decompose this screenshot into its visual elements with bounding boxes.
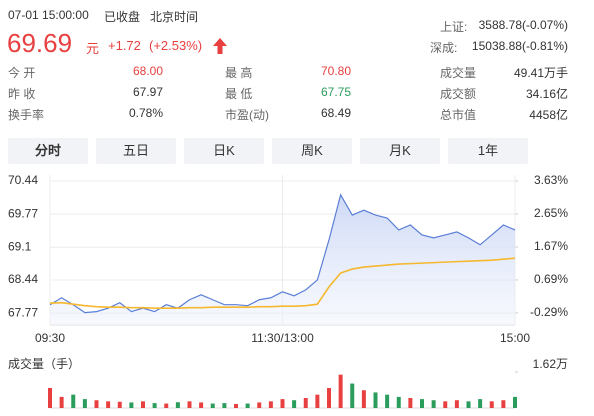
volume-bar <box>257 402 262 408</box>
x-tick-label: 09:30 <box>35 331 65 345</box>
tab[interactable]: 五日 <box>96 138 176 164</box>
volume-bar <box>117 401 122 408</box>
volume-bar <box>199 402 204 408</box>
tab[interactable]: 月K <box>360 138 440 164</box>
volume-bar <box>350 383 355 408</box>
y-tick-label: 67.77 <box>8 305 38 319</box>
volume-bar <box>129 402 134 408</box>
volume-label: 成交量（手） <box>8 356 80 371</box>
stat-value: 70.80 <box>320 64 351 78</box>
y-tick-label: 69.1 <box>8 239 32 253</box>
y-tick-label: 68.44 <box>8 272 38 286</box>
volume-max-label: 1.62万 <box>533 357 568 371</box>
volume-bar <box>454 400 459 408</box>
volume-bar <box>164 403 169 408</box>
stat-label: 最 高 <box>225 66 253 80</box>
change-pct: (+2.53%) <box>149 38 203 53</box>
volume-bar <box>408 398 413 408</box>
volume-bar <box>175 402 180 408</box>
volume-bar <box>431 400 436 408</box>
volume-bar <box>361 390 366 408</box>
volume-bar <box>420 399 424 408</box>
y2-tick-label: -0.29% <box>530 305 568 319</box>
stat-label: 换手率 <box>8 108 45 122</box>
stat-value: 67.75 <box>320 85 351 99</box>
volume-bar <box>327 388 331 408</box>
stat-label: 成交量 <box>440 66 477 80</box>
volume-bar <box>141 401 145 408</box>
y2-tick-label: 1.67% <box>534 239 568 253</box>
status: 已收盘 <box>104 10 141 24</box>
stat-value: 68.00 <box>132 64 163 78</box>
volume-bar <box>443 401 448 408</box>
volume-bar <box>385 394 390 408</box>
change: +1.72 <box>108 38 141 53</box>
timezone: 北京时间 <box>150 10 199 24</box>
price: 69.69 <box>7 28 73 58</box>
tab[interactable]: 分时 <box>8 138 88 164</box>
volume-bar <box>234 404 238 408</box>
tab[interactable]: 周K <box>272 138 352 164</box>
stat-value: 34.16亿 <box>525 87 568 101</box>
stat-value: 68.49 <box>320 106 351 120</box>
price-area <box>50 194 515 325</box>
volume-bar <box>71 394 76 408</box>
up-arrow <box>213 38 227 54</box>
volume-bar <box>222 403 227 408</box>
volume-bar <box>292 400 297 408</box>
volume-bar <box>373 392 378 408</box>
volume-bar <box>396 396 401 408</box>
average-line <box>49 257 516 309</box>
price-line <box>49 193 516 314</box>
stat-label: 最 低 <box>225 87 253 101</box>
tab[interactable]: 1年 <box>448 138 528 164</box>
volume-bar <box>48 388 52 408</box>
stat-label: 总市值 <box>440 108 477 122</box>
y2-tick-label: 2.65% <box>534 206 568 220</box>
y-tick-label: 69.77 <box>8 206 38 220</box>
price-unit: 元 <box>86 41 100 56</box>
y2-tick-label: 0.69% <box>534 272 568 286</box>
volume-bar <box>513 396 517 408</box>
volume-bar <box>187 401 192 408</box>
x-tick-label: 15:00 <box>500 331 530 345</box>
index-value: 3588.78(-0.07%) <box>478 18 568 32</box>
volume-bar <box>338 374 343 408</box>
volume-bar <box>152 403 157 408</box>
volume-bar <box>59 396 64 408</box>
volume-bar <box>280 399 285 408</box>
stat-label: 成交额 <box>440 87 477 101</box>
stat-value: 67.97 <box>132 85 163 99</box>
tab[interactable]: 日K <box>184 138 264 164</box>
index-name: 深成: <box>430 41 458 55</box>
volume-bar <box>478 399 483 408</box>
stat-value: 49.41万手 <box>513 66 568 80</box>
volume-bar <box>268 401 273 408</box>
volume-bar <box>315 394 320 408</box>
stat-value: 4458亿 <box>529 108 568 122</box>
index-name: 上证: <box>440 20 468 34</box>
volume-bar <box>245 403 250 408</box>
volume-bar <box>106 401 111 408</box>
y2-tick-label: 3.63% <box>534 173 568 187</box>
volume-bar <box>489 401 494 408</box>
volume-bar <box>303 398 308 408</box>
stat-label: 今 开 <box>8 66 36 80</box>
datetime: 07-01 15:00:00 <box>8 8 89 22</box>
stat-value: 0.78% <box>128 106 163 120</box>
stat-label: 市盈(动) <box>225 108 269 122</box>
volume-bar <box>94 400 99 408</box>
stat-label: 昨 收 <box>8 87 36 101</box>
x-tick-label: 11:30/13:00 <box>251 331 314 345</box>
y-tick-label: 70.44 <box>8 173 38 187</box>
index-value: 15038.88(-0.81%) <box>471 39 568 53</box>
volume-bar <box>501 400 506 408</box>
volume-bar <box>82 399 87 408</box>
volume-bar <box>466 401 471 408</box>
volume-bar <box>210 403 215 408</box>
